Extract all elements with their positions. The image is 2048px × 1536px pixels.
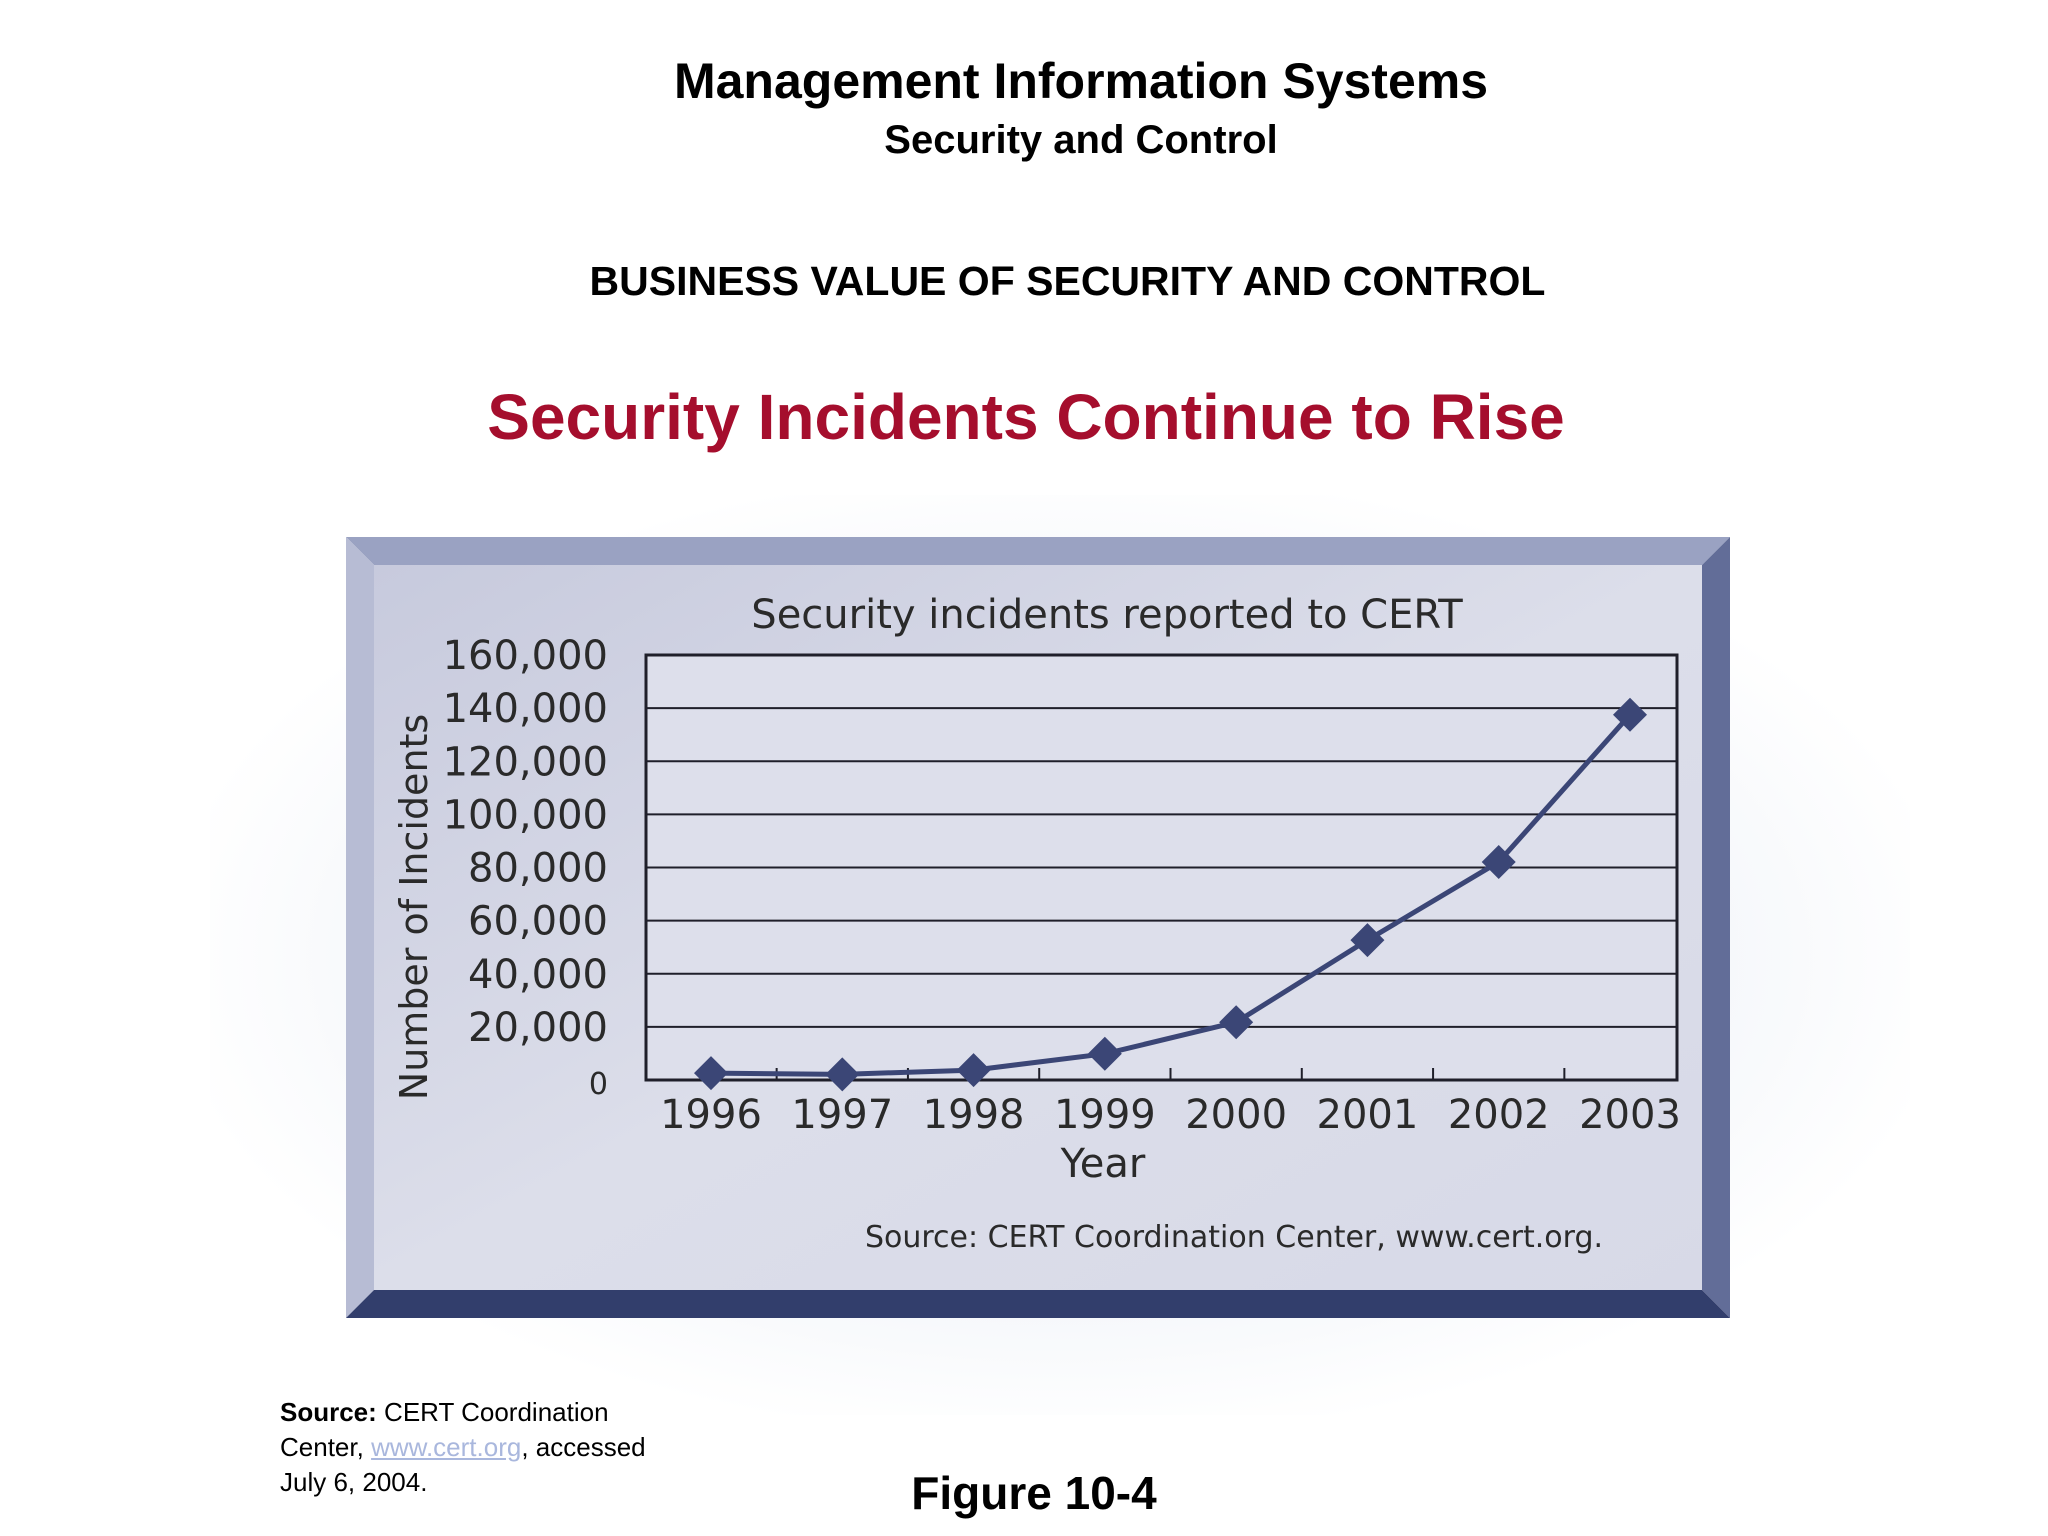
data-point [956, 1053, 991, 1088]
data-point [694, 1056, 728, 1091]
data-point [1087, 1036, 1122, 1071]
y-tick-label: 20,000 [468, 1005, 608, 1051]
x-tick-label: 1998 [923, 1092, 1025, 1138]
data-point [1219, 1005, 1254, 1040]
y-tick-label: 60,000 [468, 899, 608, 945]
x-tick-label: 1999 [1054, 1092, 1156, 1138]
source-link[interactable]: www.cert.org [371, 1432, 522, 1462]
source-text-4: July 6, 2004. [280, 1467, 428, 1497]
figure-label: Figure 10-4 [911, 1467, 1157, 1519]
frame-right [1702, 537, 1730, 1318]
source-text-1: CERT Coordination [376, 1397, 609, 1427]
x-tick-label: 1997 [791, 1092, 893, 1138]
y-tick-label: 80,000 [468, 846, 608, 892]
data-point [1481, 844, 1516, 879]
y-tick-label: 40,000 [468, 952, 608, 998]
header-title: Management Information Systems [673, 53, 1489, 109]
header-subtitle: Security and Control [884, 118, 1278, 162]
chart-title: Security incidents reported to CERT [751, 592, 1463, 638]
chart-source-note: Source: CERT Coordination Center, www.ce… [865, 1220, 1603, 1255]
data-point [825, 1057, 860, 1092]
x-axis-label: Year [1060, 1141, 1146, 1187]
x-tick-label: 1996 [660, 1092, 762, 1138]
frame-left [346, 537, 374, 1318]
data-point [1613, 697, 1647, 732]
slide-title: Security Incidents Continue to Rise [487, 381, 1565, 453]
x-tick-label: 2003 [1579, 1092, 1681, 1138]
data-point [1350, 923, 1385, 958]
x-tick-label: 2001 [1317, 1092, 1419, 1138]
y-tick-label: 160,000 [443, 633, 608, 679]
y-axis-label: Number of Incidents [392, 714, 436, 1100]
x-tick-label: 2002 [1448, 1092, 1550, 1138]
y-tick-label: 0 [589, 1067, 608, 1102]
y-tick-label: 100,000 [443, 792, 608, 838]
series-line [710, 713, 1632, 1077]
frame-top [346, 537, 1730, 565]
source-label: Source: [280, 1397, 377, 1427]
source-text-3: , accessed [521, 1432, 646, 1462]
source-citation: Source: CERT Coordination Center, www.ce… [280, 1395, 646, 1500]
frame-bottom [346, 1290, 1730, 1318]
x-tick-label: 2000 [1185, 1092, 1287, 1138]
y-tick-label: 120,000 [443, 739, 608, 785]
y-tick-label: 140,000 [443, 686, 608, 732]
source-text-2: Center, [280, 1432, 372, 1462]
plot-area: 0 20,000 40,000 60,000 80,000 100,000 120,000 1… [443, 633, 1681, 1138]
section-heading: BUSINESS VALUE OF SECURITY AND CONTROL [589, 258, 1546, 304]
